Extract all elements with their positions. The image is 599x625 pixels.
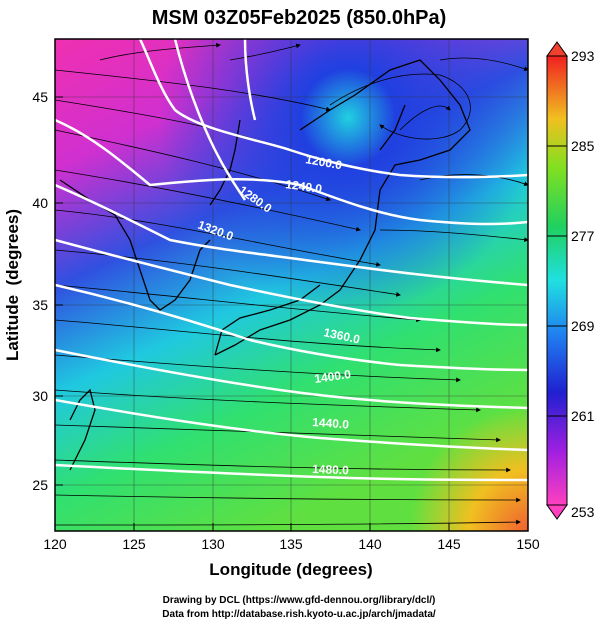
colorbar-top-arrow [546, 41, 568, 57]
colorbar: 293 285 277 269 261 253 [546, 41, 595, 520]
y-tick-45: 45 [32, 89, 48, 105]
map-title: MSM 03Z05Feb2025 (850.0hPa) [152, 7, 447, 29]
x-tick-120: 120 [43, 536, 67, 552]
colorbar-label-285: 285 [571, 138, 595, 154]
x-axis-label: Longitude (degrees) [209, 560, 372, 579]
credit-line-drawing: Drawing by DCL (https://www.gfd-dennou.o… [163, 595, 436, 606]
y-axis-label: Latitude (degrees) [3, 209, 22, 361]
y-tick-labels: 25 30 35 40 45 [32, 89, 48, 493]
colorbar-bottom-arrow [546, 504, 568, 520]
contour-label-1440: 1440.0 [312, 415, 350, 432]
height-contours [55, 39, 528, 482]
x-tick-130: 130 [201, 536, 225, 552]
y-tick-40: 40 [32, 195, 48, 211]
colorbar-scale [546, 55, 568, 506]
y-tick-25: 25 [32, 477, 48, 493]
warm-corner-field [55, 39, 528, 531]
colorbar-label-261: 261 [571, 408, 595, 424]
credit-line-data: Data from http://database.rish.kyoto-u.a… [162, 609, 436, 620]
contour-label-1200: 1200.0 [304, 152, 343, 172]
y-tick-35: 35 [32, 297, 48, 313]
colorbar-label-269: 269 [571, 318, 595, 334]
colorbar-label-293: 293 [571, 48, 595, 64]
colorbar-label-277: 277 [571, 228, 595, 244]
contour-label-1480: 1480.0 [312, 462, 349, 477]
y-tick-30: 30 [32, 388, 48, 404]
plot-area: 1200.0 1240.0 1280.0 1320.0 1360.0 1400.… [55, 39, 528, 531]
contour-label-1240: 1240.0 [285, 177, 324, 196]
x-tick-125: 125 [122, 536, 146, 552]
x-tick-145: 145 [437, 536, 461, 552]
x-tick-labels: 120 125 130 135 140 145 150 [43, 536, 540, 552]
x-tick-150: 150 [516, 536, 540, 552]
axis-ticks [54, 96, 529, 531]
x-tick-140: 140 [358, 536, 382, 552]
contour-label-1400: 1400.0 [313, 367, 352, 386]
colorbar-label-253: 253 [571, 504, 595, 520]
x-tick-135: 135 [279, 536, 303, 552]
